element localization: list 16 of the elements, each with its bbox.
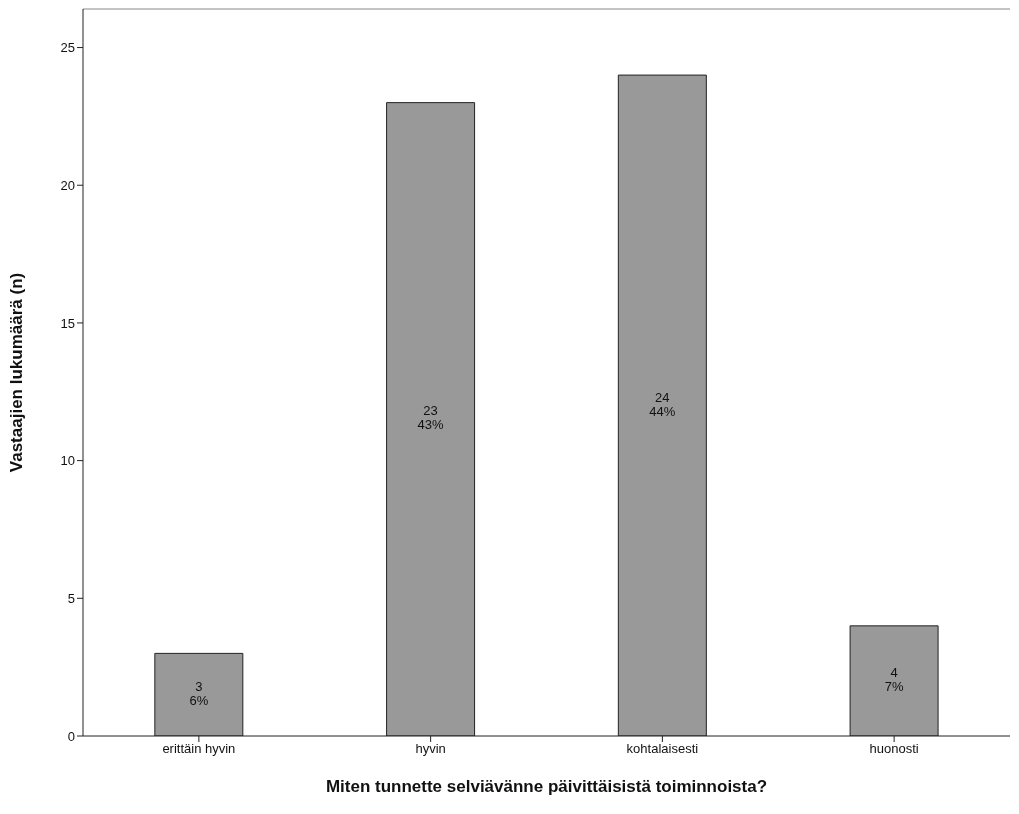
- y-tick-label: 15: [60, 315, 75, 331]
- y-tick-label: 0: [67, 728, 75, 744]
- x-tick-label: kohtalaisesti: [626, 741, 699, 757]
- y-tick-label: 10: [60, 453, 75, 469]
- data-label: 24 44%: [649, 389, 676, 419]
- y-tick-label: 5: [67, 590, 75, 606]
- y-tick-label: 20: [60, 177, 75, 193]
- y-tick-label: 25: [60, 40, 75, 56]
- data-label: 23 43%: [417, 403, 445, 433]
- y-axis-title: Vastaajien lukumäärä (n): [7, 272, 27, 473]
- x-axis-title: Miten tunnette selviävänne päivittäisistä toiminnoista?: [325, 777, 768, 796]
- x-tick-label: erittäin hyvin: [162, 741, 236, 757]
- x-tick-label: huonosti: [869, 741, 919, 757]
- data-label: 4 7%: [884, 665, 904, 695]
- x-tick-label: hyvin: [415, 741, 446, 757]
- data-label: 3 6%: [189, 679, 209, 709]
